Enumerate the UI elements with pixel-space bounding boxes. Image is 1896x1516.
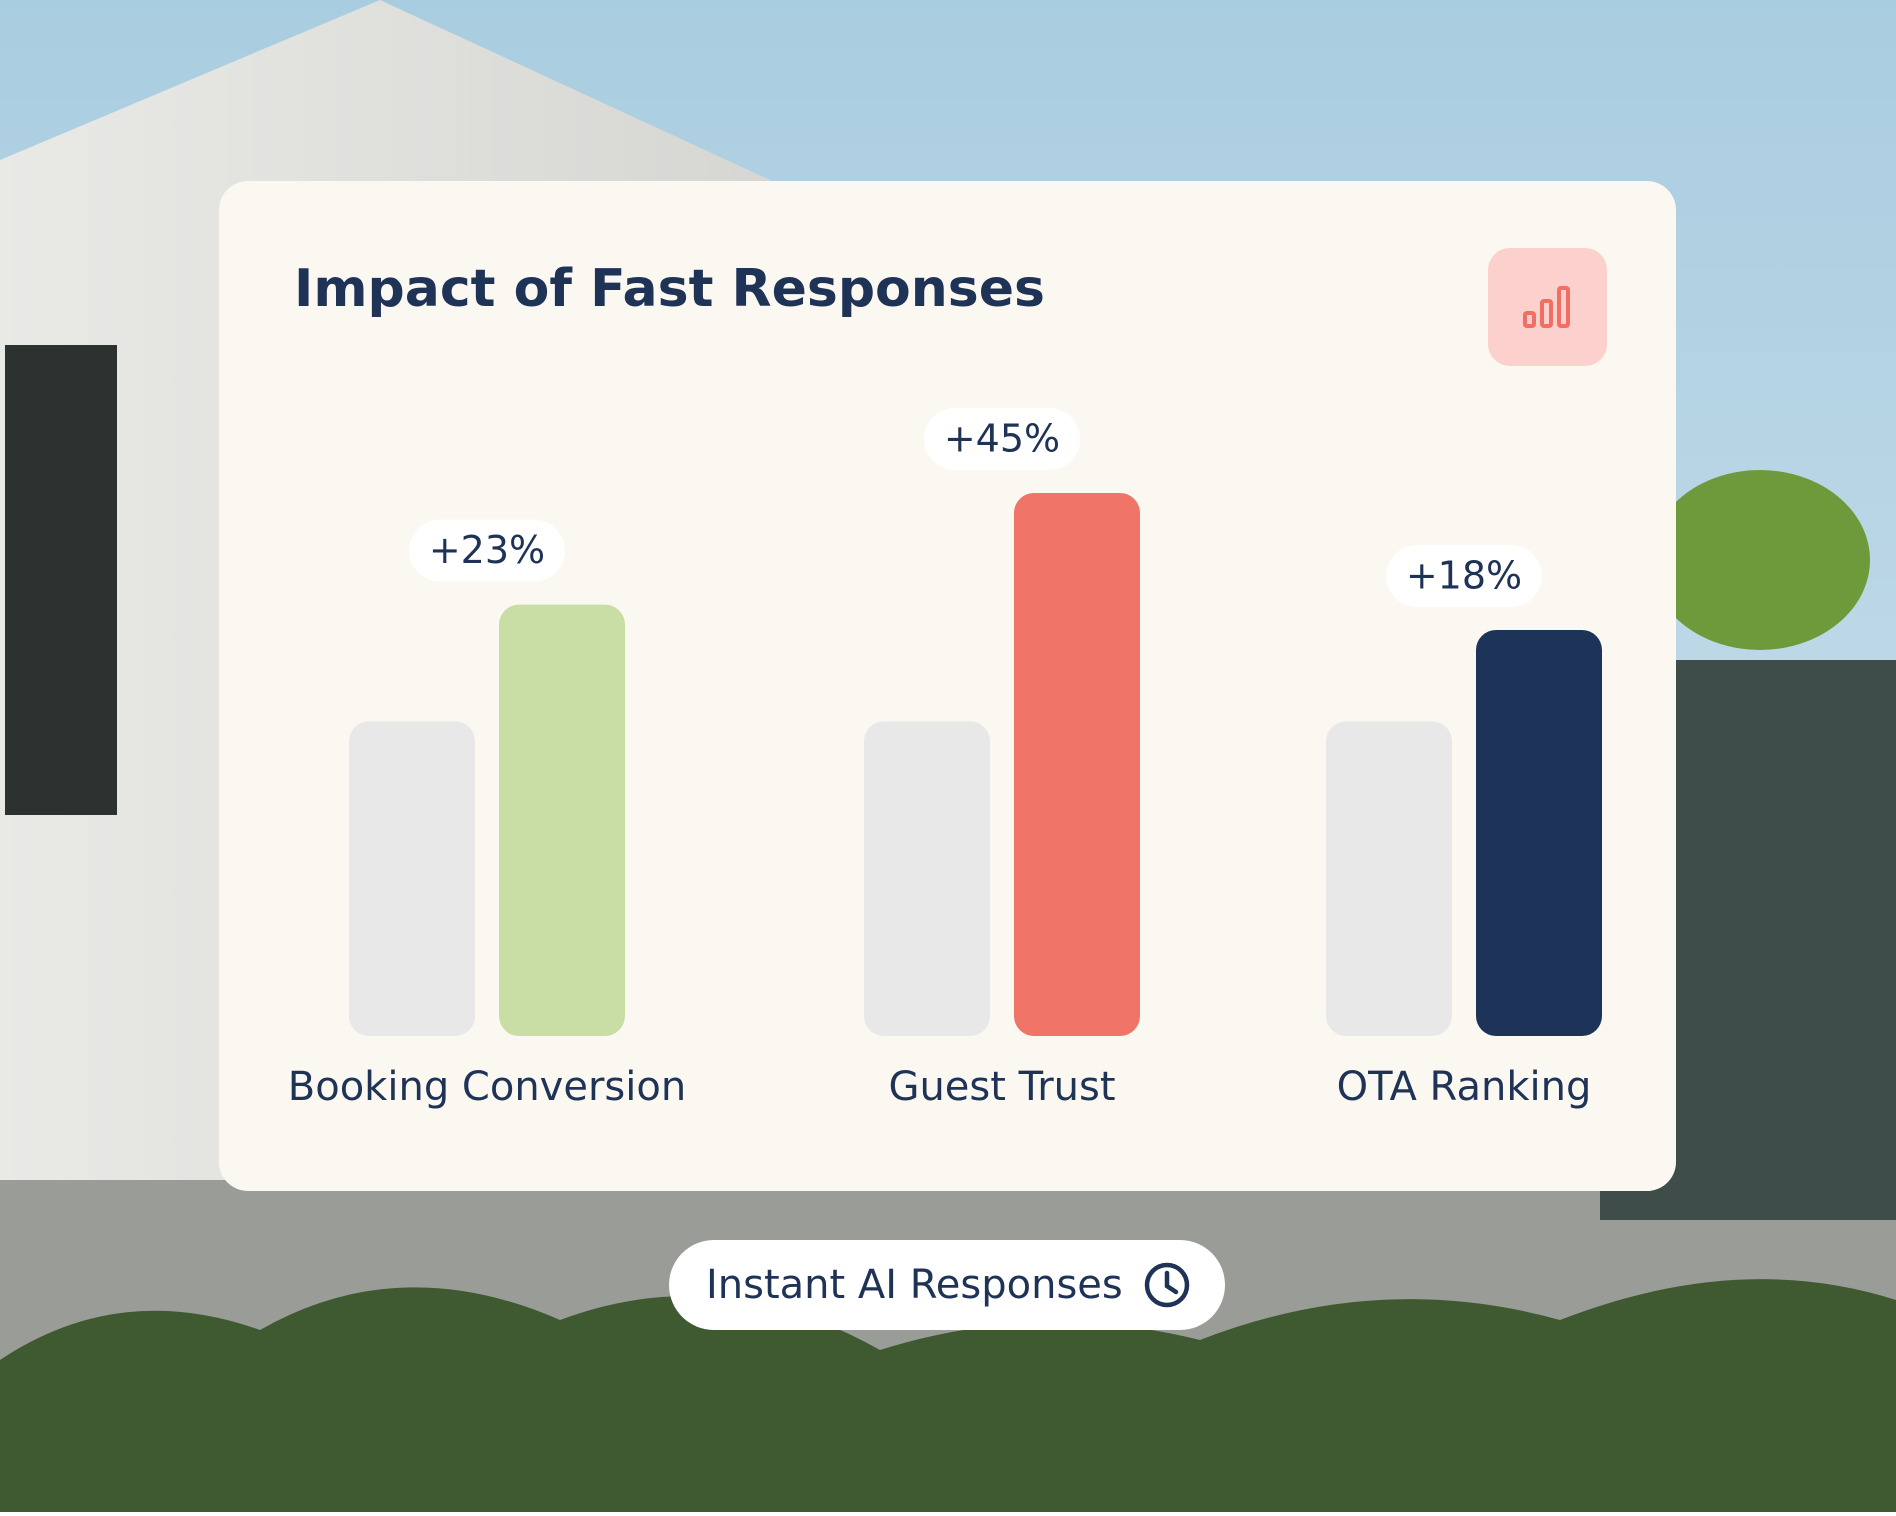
category-label: Booking Conversion [288,1064,686,1110]
chart-title: Impact of Fast Responses [294,259,1045,319]
value-label: +45% [944,417,1060,461]
value-label-pill [409,519,565,582]
chart-icon-glyph [1523,286,1570,328]
category-label: Guest Trust [888,1064,1115,1110]
value-label: +23% [429,528,545,572]
tree [1650,470,1870,650]
value-label-pill [924,408,1080,470]
category-label: OTA Ranking [1337,1064,1592,1110]
bar [1476,630,1602,1036]
chart-icon [1488,248,1607,366]
bar [499,604,625,1036]
value-label-pill [1386,545,1542,608]
bar [864,721,990,1036]
badge [669,1240,1225,1330]
shrubs [0,1279,1896,1512]
badge-label: Instant AI Responses [706,1262,1123,1308]
card [219,181,1676,1191]
bar [1326,721,1452,1036]
bar [1014,493,1140,1036]
value-label: +18% [1406,554,1522,598]
clock-icon [1144,1262,1190,1308]
window [5,345,117,815]
bar [349,721,475,1036]
